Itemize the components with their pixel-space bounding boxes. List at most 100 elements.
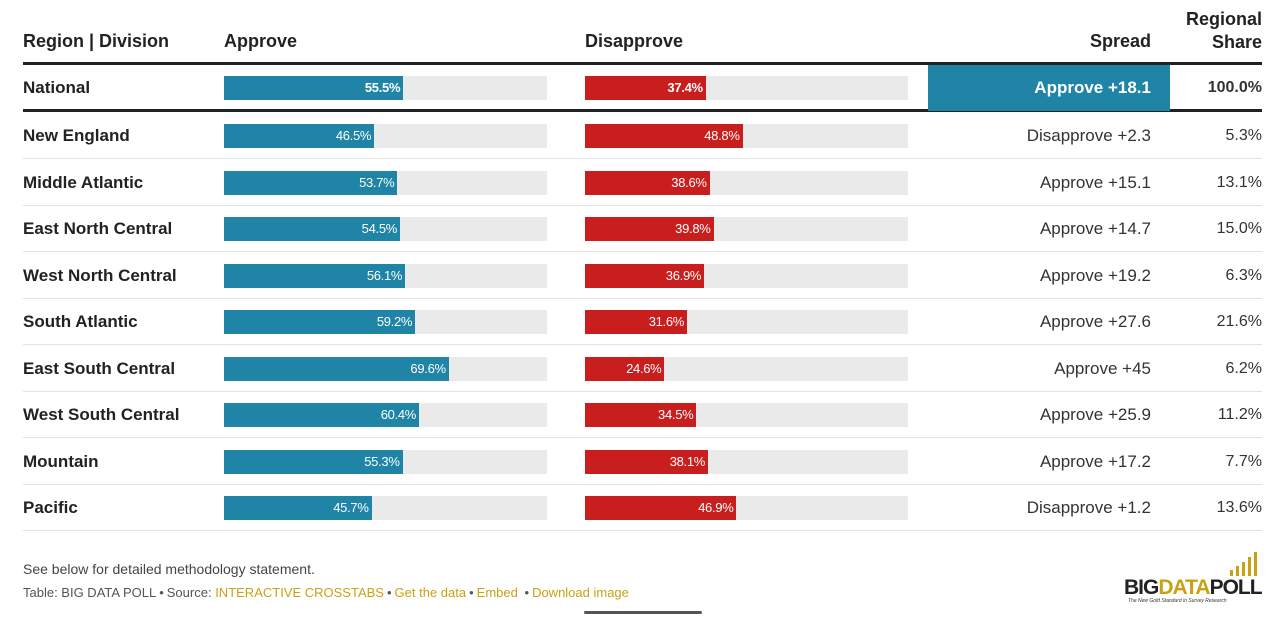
regional-share-value: 21.6% [1217,299,1262,345]
spread-value: Approve +17.2 [1040,439,1151,485]
approve-value-label: 55.5% [365,76,400,100]
disapprove-bar: 38.1% [585,450,708,474]
table-row: New England 46.5% 48.8% Disapprove +2.3 5.3% [0,113,1280,159]
separator-dot: • [469,585,474,600]
approve-value-label: 59.2% [377,310,412,334]
disapprove-value-label: 36.9% [666,264,701,288]
approve-bar: 46.5% [224,124,374,148]
svg-text:BIGDATAPOLL: BIGDATAPOLL [1124,576,1263,599]
approve-bar-track: 69.6% [224,357,547,381]
disapprove-bar-track: 24.6% [585,357,908,381]
poll-table: Region | Division Approve Disapprove Spr… [0,0,1280,540]
disapprove-bar-track: 37.4% [585,76,908,100]
disapprove-bar-track: 34.5% [585,403,908,427]
table-row: Pacific 45.7% 46.9% Disapprove +1.2 13.6% [0,485,1280,531]
region-label: West South Central [23,392,179,438]
approve-value-label: 55.3% [364,450,399,474]
table-row: Middle Atlantic 53.7% 38.6% Approve +15.1 13… [0,160,1280,206]
logo-text-poll: POLL [1210,576,1263,599]
disapprove-value-label: 39.8% [675,217,710,241]
approve-value-label: 45.7% [333,496,368,520]
disapprove-value-label: 46.9% [698,496,733,520]
table-row: West South Central 60.4% 34.5% Approve +25.… [0,392,1280,438]
approve-value-label: 60.4% [381,403,416,427]
disapprove-bar: 46.9% [585,496,736,520]
disapprove-bar: 24.6% [585,357,664,381]
logo-text-data: DATA [1158,576,1210,599]
disapprove-bar-track: 39.8% [585,217,908,241]
approve-value-label: 56.1% [367,264,402,288]
approve-bar: 56.1% [224,264,405,288]
approve-bar: 55.3% [224,450,403,474]
disapprove-bar: 31.6% [585,310,687,334]
table-row: Mountain 55.3% 38.1% Approve +17.2 7.7% [0,439,1280,485]
region-label: Middle Atlantic [23,160,143,206]
approve-bar-track: 54.5% [224,217,547,241]
header-share-line1: Regional [1186,8,1262,31]
source-link[interactable]: INTERACTIVE CROSSTABS [215,585,384,600]
download-image-link[interactable]: Download image [532,585,629,600]
disapprove-value-label: 24.6% [626,357,661,381]
region-label: National [23,65,90,111]
disapprove-value-label: 31.6% [649,310,684,334]
approve-value-label: 53.7% [359,171,394,195]
source-label: Source: [167,585,212,600]
big-data-poll-logo: BIGDATAPOLL The New Gold Standard in Sur… [1124,552,1264,604]
regional-share-value: 13.6% [1217,485,1262,531]
disapprove-value-label: 38.6% [671,171,706,195]
logo-tagline: The New Gold Standard in Survey Research [1128,598,1227,604]
disapprove-bar-track: 46.9% [585,496,908,520]
disapprove-bar-track: 36.9% [585,264,908,288]
logo-bars-icon [1230,552,1257,576]
approve-bar: 60.4% [224,403,419,427]
region-label: South Atlantic [23,299,138,345]
header-disapprove: Disapprove [585,31,683,52]
separator-dot: • [387,585,392,600]
table-row: East North Central 54.5% 39.8% Approve +14.… [0,206,1280,252]
approve-bar-track: 45.7% [224,496,547,520]
spread-value: Disapprove +1.2 [1027,485,1151,531]
approve-bar: 45.7% [224,496,372,520]
header-regional-share: Regional Share [1186,8,1262,54]
disapprove-bar-track: 38.6% [585,171,908,195]
region-label: West North Central [23,253,177,299]
approve-value-label: 54.5% [362,217,397,241]
approve-bar-track: 59.2% [224,310,547,334]
approve-bar-track: 46.5% [224,124,547,148]
horizontal-scrollbar[interactable] [584,611,702,614]
header-share-line2: Share [1186,31,1262,54]
approve-bar: 59.2% [224,310,415,334]
get-data-link[interactable]: Get the data [395,585,467,600]
regional-share-value: 7.7% [1226,439,1262,485]
spread-value: Approve +18.1 [1034,65,1151,111]
row-divider [23,530,1262,531]
approve-bar-track: 56.1% [224,264,547,288]
table-credit: Table: BIG DATA POLL [23,585,156,600]
embed-link[interactable]: Embed [477,585,518,600]
national-row: National 55.5% 37.4% Approve +18.1 100.0% [0,65,1280,111]
header-region: Region | Division [23,31,169,52]
region-label: East North Central [23,206,172,252]
disapprove-bar: 48.8% [585,124,743,148]
disapprove-value-label: 34.5% [658,403,693,427]
disapprove-value-label: 38.1% [670,450,705,474]
approve-bar-track: 60.4% [224,403,547,427]
table-row: South Atlantic 59.2% 31.6% Approve +27.6 21.… [0,299,1280,345]
approve-bar: 69.6% [224,357,449,381]
regional-share-value: 15.0% [1217,206,1262,252]
disapprove-value-label: 37.4% [667,76,702,100]
region-label: Pacific [23,485,78,531]
regional-share-value: 6.3% [1226,253,1262,299]
header-spread: Spread [1090,31,1151,52]
disapprove-bar: 38.6% [585,171,710,195]
disapprove-value-label: 48.8% [704,124,739,148]
spread-value: Approve +45 [1054,346,1151,392]
approve-value-label: 69.6% [410,357,445,381]
disapprove-bar: 37.4% [585,76,706,100]
region-label: New England [23,113,130,159]
disapprove-bar: 39.8% [585,217,714,241]
disapprove-bar-track: 38.1% [585,450,908,474]
table-row: East South Central 69.6% 24.6% Approve +45 6… [0,346,1280,392]
approve-bar-track: 55.3% [224,450,547,474]
separator-dot: • [159,585,164,600]
